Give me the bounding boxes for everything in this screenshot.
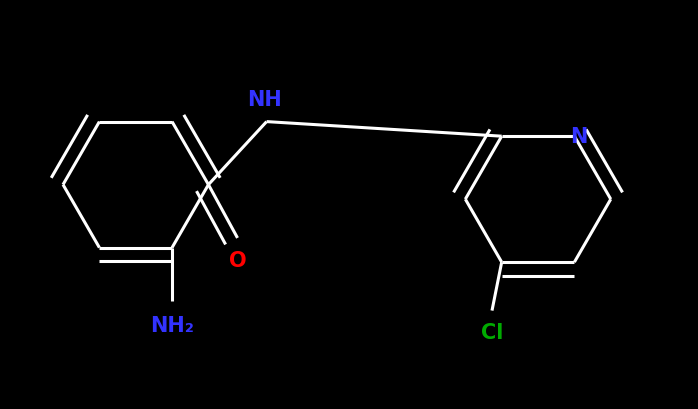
Text: N: N	[570, 127, 588, 147]
Text: O: O	[229, 250, 246, 270]
Text: NH₂: NH₂	[150, 316, 194, 336]
Text: Cl: Cl	[481, 322, 503, 342]
Text: NH: NH	[247, 90, 282, 110]
